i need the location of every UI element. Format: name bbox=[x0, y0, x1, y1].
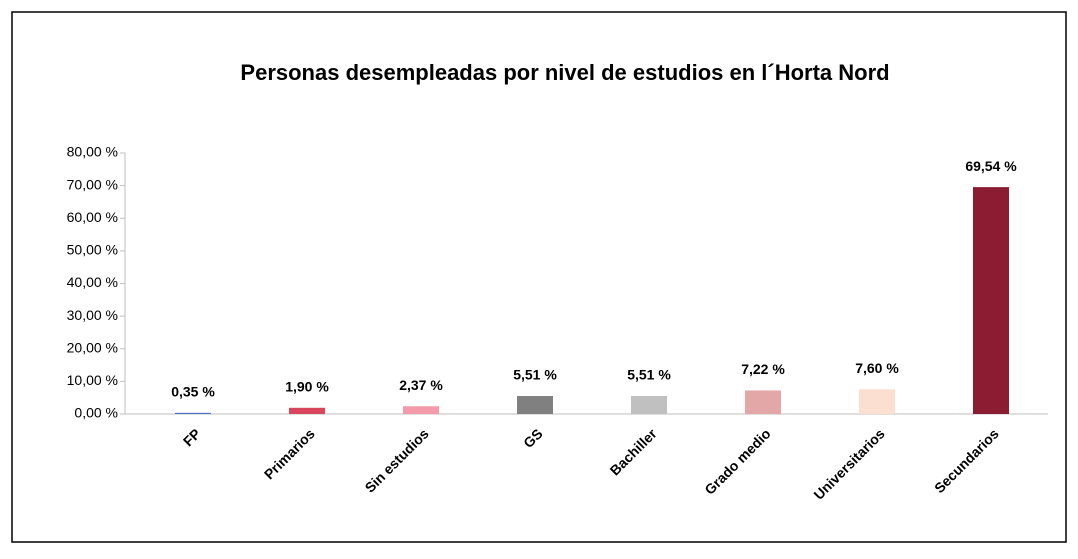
bar bbox=[289, 407, 325, 414]
value-label: 1,90 % bbox=[285, 379, 329, 395]
bar bbox=[517, 396, 553, 414]
y-tick-label: 60,00 % bbox=[67, 209, 118, 225]
value-label: 5,51 % bbox=[513, 367, 557, 383]
bar bbox=[859, 389, 895, 414]
bar bbox=[403, 406, 439, 414]
y-tick-label: 10,00 % bbox=[67, 372, 118, 388]
y-tick-label: 50,00 % bbox=[67, 242, 118, 258]
bar bbox=[631, 396, 667, 414]
value-label: 0,35 % bbox=[171, 384, 215, 400]
y-tick-label: 20,00 % bbox=[67, 339, 118, 355]
y-tick-label: 30,00 % bbox=[67, 307, 118, 323]
value-label: 2,37 % bbox=[399, 377, 443, 393]
y-tick-label: 0,00 % bbox=[74, 405, 118, 421]
bar bbox=[745, 390, 781, 414]
value-label: 7,60 % bbox=[855, 360, 899, 376]
value-label: 5,51 % bbox=[627, 367, 671, 383]
value-label: 69,54 % bbox=[965, 158, 1017, 174]
bar bbox=[175, 412, 211, 414]
y-tick-label: 80,00 % bbox=[67, 144, 118, 160]
bar bbox=[973, 187, 1009, 414]
y-tick-label: 70,00 % bbox=[67, 176, 118, 192]
value-label: 7,22 % bbox=[741, 361, 785, 377]
chart-border bbox=[11, 11, 1067, 543]
chart-title: Personas desempleadas por nivel de estud… bbox=[240, 60, 889, 85]
y-tick-label: 40,00 % bbox=[67, 274, 118, 290]
